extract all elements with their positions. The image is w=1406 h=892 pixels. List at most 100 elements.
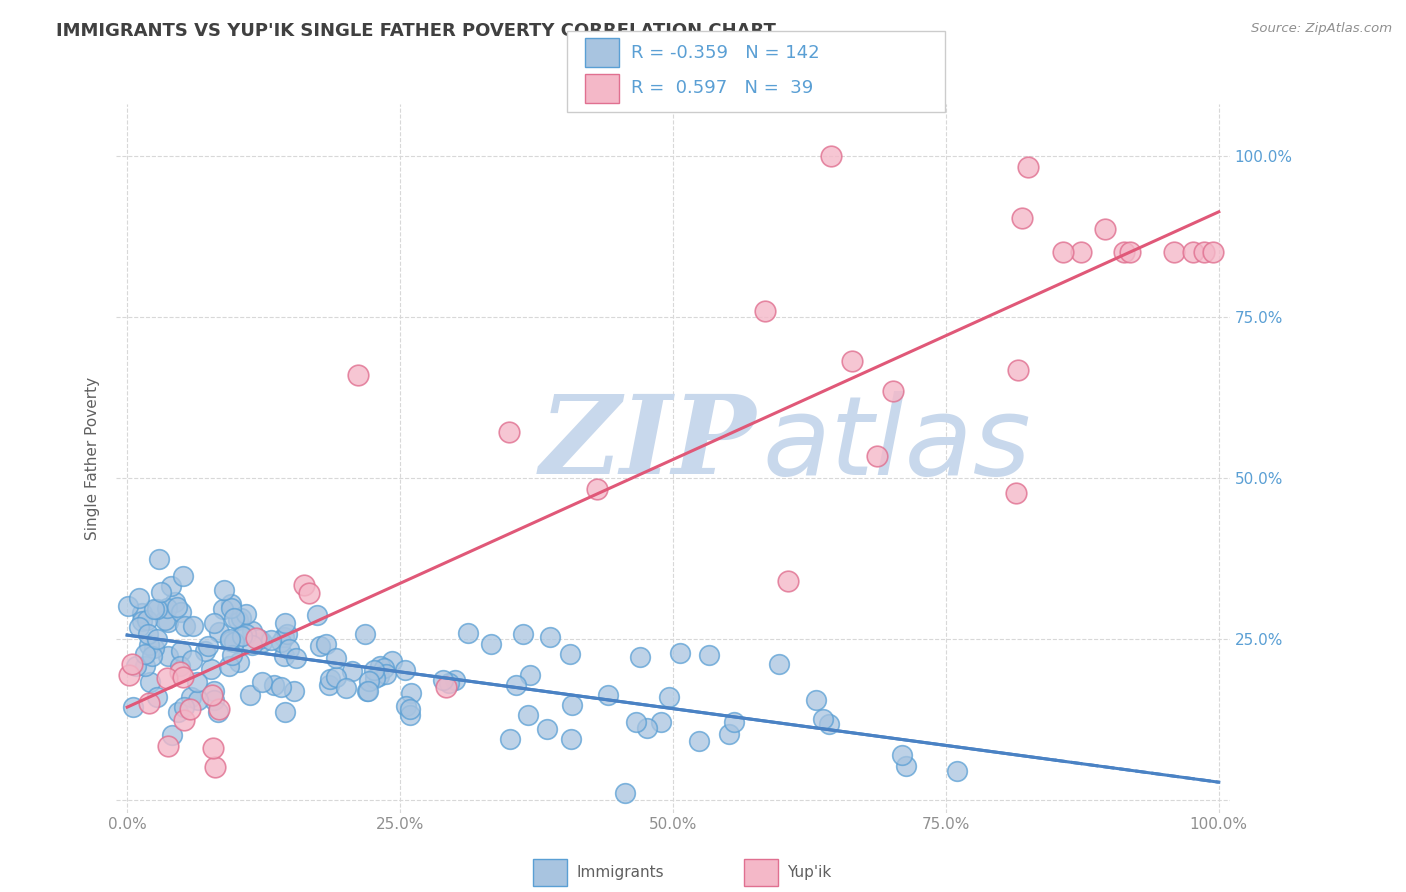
Point <box>866 449 889 463</box>
Point <box>1070 245 1092 260</box>
Point <box>222 611 245 625</box>
Point <box>162 728 184 742</box>
Point <box>121 657 143 671</box>
Point <box>263 678 285 692</box>
Point <box>157 739 180 753</box>
Point <box>139 675 162 690</box>
Point <box>146 602 169 616</box>
Point <box>636 721 658 735</box>
Point <box>202 692 225 706</box>
Point <box>173 713 195 727</box>
Point <box>260 633 283 648</box>
Point <box>381 654 404 668</box>
Point <box>519 667 541 681</box>
Point <box>160 579 183 593</box>
Point <box>768 657 790 672</box>
Point <box>806 693 828 707</box>
Point <box>437 675 460 690</box>
Point <box>174 619 197 633</box>
Point <box>136 626 159 640</box>
Point <box>156 671 179 685</box>
Point <box>156 648 179 663</box>
Point <box>399 686 422 700</box>
Point <box>172 670 194 684</box>
Point <box>187 693 209 707</box>
Point <box>1192 245 1215 260</box>
Point <box>363 663 385 677</box>
Text: Immigrants: Immigrants <box>576 865 664 880</box>
Point <box>432 673 454 688</box>
Point <box>202 616 225 631</box>
Point <box>118 667 141 681</box>
Point <box>688 734 710 748</box>
Text: R =  0.597   N =  39: R = 0.597 N = 39 <box>631 79 814 97</box>
Point <box>228 613 250 627</box>
Point <box>820 149 842 163</box>
Point <box>394 698 416 713</box>
Point <box>186 675 208 690</box>
Point <box>145 690 167 705</box>
Point <box>1182 245 1205 260</box>
Point <box>697 648 720 662</box>
Point <box>273 616 295 631</box>
Point <box>718 727 741 741</box>
Point <box>142 640 165 655</box>
Point <box>170 605 193 619</box>
Point <box>148 551 170 566</box>
Point <box>357 674 380 689</box>
Point <box>200 662 222 676</box>
Point <box>628 650 651 665</box>
Point <box>481 637 503 651</box>
Point <box>305 607 328 622</box>
Point <box>538 630 561 644</box>
Point <box>145 632 167 647</box>
Point <box>353 627 375 641</box>
Point <box>173 700 195 714</box>
Point <box>125 659 148 673</box>
Point <box>219 597 242 611</box>
Point <box>141 648 163 663</box>
Point <box>134 648 156 662</box>
Point <box>811 713 834 727</box>
Point <box>882 384 904 399</box>
Point <box>208 625 231 640</box>
Point <box>228 655 250 669</box>
Point <box>561 698 583 713</box>
Point <box>150 585 173 599</box>
Text: IMMIGRANTS VS YUP'IK SINGLE FATHER POVERTY CORRELATION CHART: IMMIGRANTS VS YUP'IK SINGLE FATHER POVER… <box>56 22 776 40</box>
Point <box>516 708 538 723</box>
Point <box>342 664 364 678</box>
Point <box>183 619 205 633</box>
Point <box>624 714 647 729</box>
Point <box>560 731 582 746</box>
Point <box>136 614 159 628</box>
Point <box>1011 211 1033 226</box>
Point <box>399 707 422 722</box>
Point <box>180 690 202 705</box>
Point <box>208 702 231 716</box>
Text: Yup'ik: Yup'ik <box>787 865 831 880</box>
Point <box>1017 160 1039 174</box>
Point <box>276 627 298 641</box>
Point <box>169 659 191 673</box>
Point <box>194 643 217 657</box>
Point <box>283 684 305 698</box>
Point <box>1052 245 1074 260</box>
Point <box>658 690 681 704</box>
Point <box>252 674 274 689</box>
Point <box>356 683 378 698</box>
Point <box>202 684 225 698</box>
Point <box>668 646 690 660</box>
Point <box>373 661 395 675</box>
Point <box>315 637 337 651</box>
Point <box>231 611 253 625</box>
Point <box>179 701 201 715</box>
Point <box>169 665 191 680</box>
Point <box>197 640 219 654</box>
Point <box>201 689 224 703</box>
Point <box>650 715 672 730</box>
Point <box>498 425 520 439</box>
Point <box>219 634 242 648</box>
Point <box>128 591 150 605</box>
Point <box>298 586 321 600</box>
